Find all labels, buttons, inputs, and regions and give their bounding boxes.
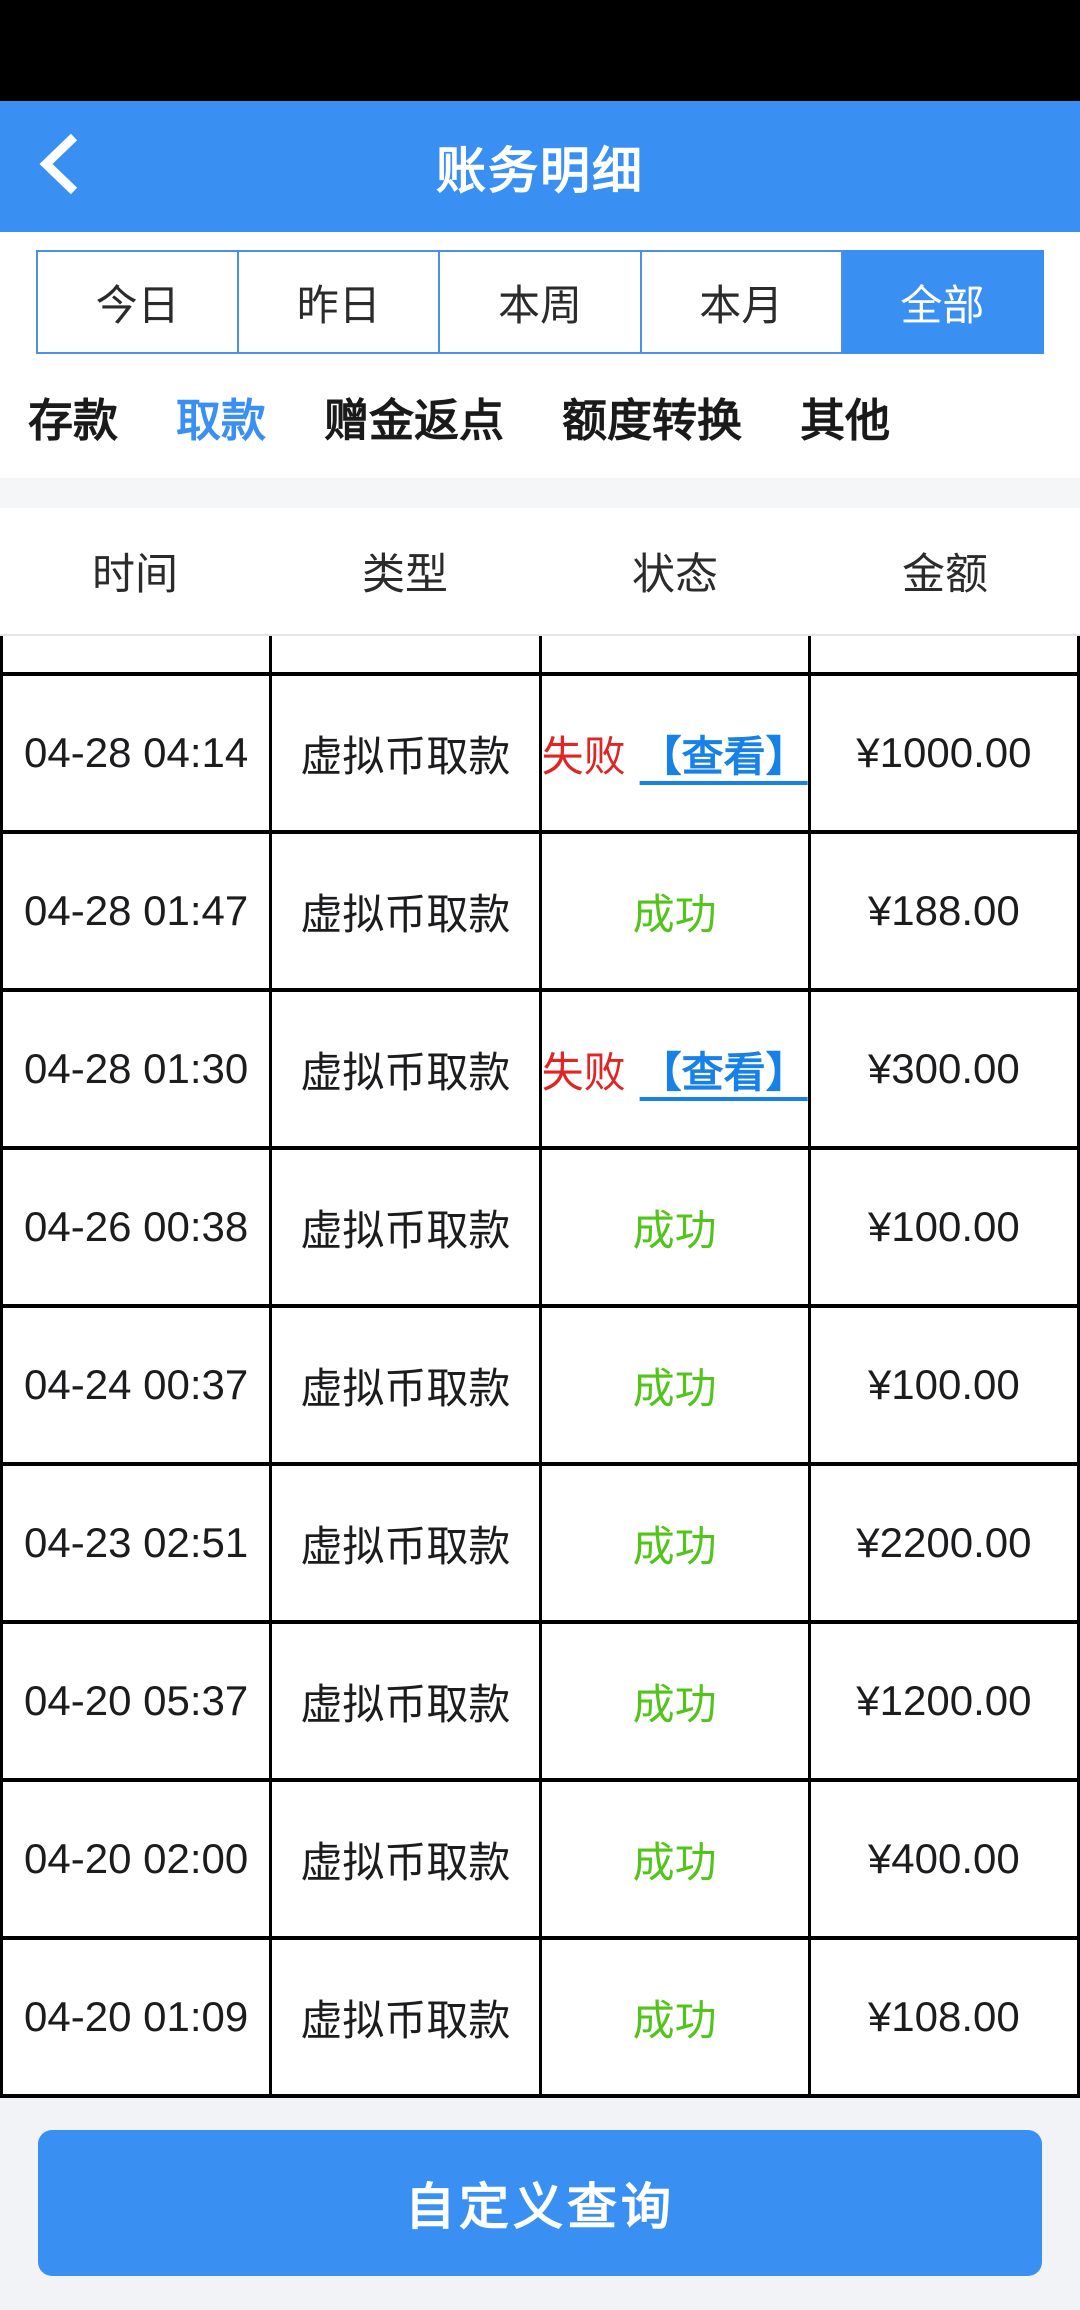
cell-type: 虚拟币取款 <box>272 1308 542 1462</box>
date-filter-this-month[interactable]: 本月 <box>641 250 843 354</box>
cell-type: 虚拟币取款 <box>272 1782 542 1936</box>
status-text: 成功 <box>632 1838 717 1886</box>
cell-amount: ¥108.00 <box>867 1993 1020 2040</box>
status-text: 成功 <box>632 1996 717 2044</box>
cell-amount: ¥1200.00 <box>856 1677 1032 1724</box>
table-row: 04-20 02:00 虚拟币取款 成功 ¥400.00 <box>3 1782 1077 1940</box>
cell-time: 04-20 05:37 <box>3 1624 273 1778</box>
category-tab-quota-transfer[interactable]: 额度转换 <box>562 394 743 446</box>
custom-query-button[interactable]: 自定义查询 <box>38 2130 1042 2276</box>
cell-status: 成功 <box>542 1940 811 2094</box>
category-tab-bar: 存款 取款 赠金返点 额度转换 其他 <box>0 354 1080 478</box>
table-row-partial <box>3 636 1077 676</box>
table-row: 04-28 04:14 虚拟币取款 失败 【查看】 ¥1000.00 <box>3 676 1077 834</box>
status-text: 成功 <box>632 1364 717 1412</box>
column-header-time: 时间 <box>92 551 178 599</box>
cell-status: 成功 <box>542 1624 811 1778</box>
cell-amount: ¥188.00 <box>867 887 1020 934</box>
cell-time: 04-28 01:30 <box>3 992 273 1146</box>
status-text: 成功 <box>632 890 717 938</box>
cell-amount: ¥300.00 <box>867 1045 1020 1092</box>
view-link[interactable]: 【查看】 <box>639 1048 808 1096</box>
status-text: 成功 <box>632 1206 717 1254</box>
cell-status: 失败 【查看】 <box>542 992 811 1146</box>
status-text: 成功 <box>632 1680 717 1728</box>
cell-type: 虚拟币取款 <box>272 992 542 1146</box>
cell-type: 虚拟币取款 <box>272 1940 542 2094</box>
page-title: 账务明细 <box>436 142 644 199</box>
table-row: 04-24 00:37 虚拟币取款 成功 ¥100.00 <box>3 1308 1077 1466</box>
status-text: 成功 <box>632 1522 717 1570</box>
date-filter-all[interactable]: 全部 <box>842 250 1045 354</box>
view-link[interactable]: 【查看】 <box>639 732 808 780</box>
footer: 自定义查询 <box>0 2098 1080 2310</box>
date-filter-this-week[interactable]: 本周 <box>440 250 642 354</box>
cell-status: 成功 <box>542 834 811 988</box>
cell-time: 04-28 01:47 <box>3 834 273 988</box>
cell-status: 失败 【查看】 <box>542 676 811 830</box>
table-row: 04-20 01:09 虚拟币取款 成功 ¥108.00 <box>3 1940 1077 2098</box>
table-row: 04-28 01:47 虚拟币取款 成功 ¥188.00 <box>3 834 1077 992</box>
status-text: 失败 <box>541 732 626 780</box>
cell-time: 04-28 04:14 <box>3 676 273 830</box>
category-tab-other[interactable]: 其他 <box>800 394 891 446</box>
category-tab-bonus-rebate[interactable]: 赠金返点 <box>324 394 505 446</box>
chevron-left-icon <box>36 131 82 202</box>
cell-time: 04-20 02:00 <box>3 1782 273 1936</box>
cell-amount: ¥100.00 <box>867 1203 1020 1250</box>
cell-type: 虚拟币取款 <box>272 676 542 830</box>
cell-amount: ¥400.00 <box>867 1835 1020 1882</box>
cell-status: 成功 <box>542 1150 811 1304</box>
category-tab-withdraw[interactable]: 取款 <box>176 394 267 446</box>
date-filter-group: 今日 昨日 本周 本月 全部 <box>36 250 1045 354</box>
nav-bar: 账务明细 <box>0 101 1080 232</box>
date-filter-today[interactable]: 今日 <box>36 250 240 354</box>
cell-status: 成功 <box>542 1308 811 1462</box>
date-filter-yesterday[interactable]: 昨日 <box>239 250 441 354</box>
cell-type: 虚拟币取款 <box>272 1466 542 1620</box>
cell-time: 04-26 00:38 <box>3 1150 273 1304</box>
cell-amount: ¥100.00 <box>867 1361 1020 1408</box>
status-text: 失败 <box>541 1048 626 1096</box>
table-row: 04-23 02:51 虚拟币取款 成功 ¥2200.00 <box>3 1466 1077 1624</box>
table-row: 04-26 00:38 虚拟币取款 成功 ¥100.00 <box>3 1150 1077 1308</box>
column-header-type: 类型 <box>362 551 448 599</box>
table-row: 04-20 05:37 虚拟币取款 成功 ¥1200.00 <box>3 1624 1077 1782</box>
cell-amount: ¥1000.00 <box>856 729 1032 776</box>
cell-type: 虚拟币取款 <box>272 834 542 988</box>
cell-type: 虚拟币取款 <box>272 1624 542 1778</box>
table-row: 04-28 01:30 虚拟币取款 失败 【查看】 ¥300.00 <box>3 992 1077 1150</box>
table-body: 04-28 04:14 虚拟币取款 失败 【查看】 ¥1000.00 04-28 01:4… <box>0 636 1080 2098</box>
cell-time: 04-20 01:09 <box>3 1940 273 2094</box>
column-header-amount: 金额 <box>902 551 988 599</box>
cell-time: 04-24 00:37 <box>3 1308 273 1462</box>
column-header-status: 状态 <box>632 551 718 599</box>
cell-amount: ¥2200.00 <box>856 1519 1032 1566</box>
back-button[interactable] <box>36 101 126 232</box>
cell-type: 虚拟币取款 <box>272 1150 542 1304</box>
status-bar <box>0 0 1080 101</box>
section-divider <box>0 478 1080 508</box>
cell-status: 成功 <box>542 1782 811 1936</box>
cell-status: 成功 <box>542 1466 811 1620</box>
cell-time: 04-23 02:51 <box>3 1466 273 1620</box>
category-tab-deposit[interactable]: 存款 <box>28 394 119 446</box>
table-header: 时间 类型 状态 金额 <box>0 508 1080 636</box>
